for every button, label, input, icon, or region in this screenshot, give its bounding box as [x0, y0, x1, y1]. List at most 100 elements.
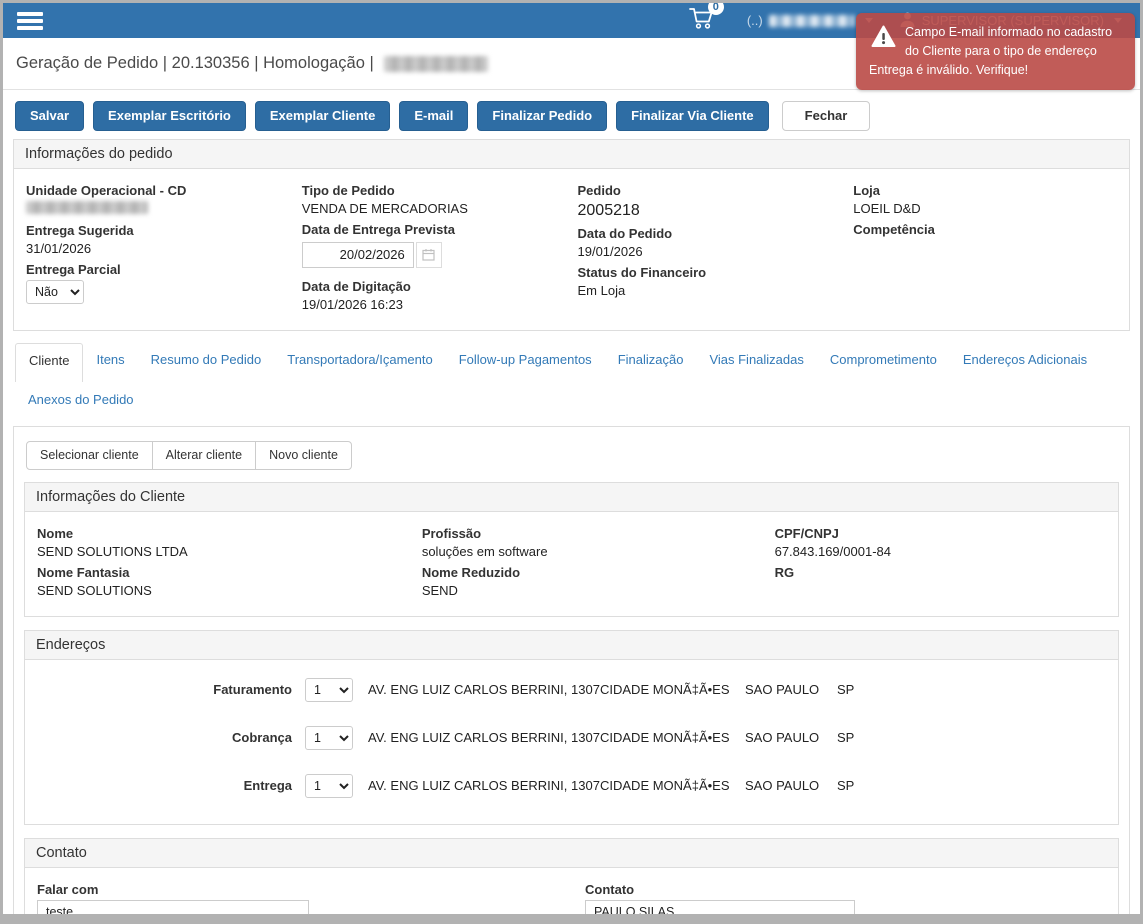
- fechar-button[interactable]: Fechar: [782, 101, 871, 131]
- enderecos-title: Endereços: [25, 631, 1118, 660]
- tab-finalizacao[interactable]: Finalização: [605, 343, 697, 377]
- cart-button[interactable]: 0: [688, 6, 715, 35]
- endereco-row-entrega: Entrega 1 AV. ENG LUIZ CARLOS BERRINI, 1…: [37, 774, 1106, 798]
- action-toolbar: Salvar Exemplar Escritório Exemplar Clie…: [15, 101, 1130, 131]
- competencia-value: [853, 240, 1117, 255]
- data-entrega-prevista-input[interactable]: [302, 242, 414, 268]
- unidade-operacional-label: Unidade Operacional - CD: [26, 183, 290, 198]
- data-entrega-prevista-label: Data de Entrega Prevista: [302, 222, 566, 237]
- contato-label: Contato: [585, 882, 1106, 897]
- salvar-button[interactable]: Salvar: [15, 101, 84, 131]
- client-info-title: Informações do Cliente: [25, 483, 1118, 512]
- client-info-col1: Nome SEND SOLUTIONS LTDA Nome Fantasia S…: [37, 520, 422, 604]
- finalizar-pedido-button[interactable]: Finalizar Pedido: [477, 101, 607, 131]
- entrega-district: SAO PAULO: [745, 778, 837, 793]
- rg-value: [775, 583, 1106, 598]
- page-title: Geração de Pedido | 20.130356 | Homologa…: [16, 54, 374, 73]
- entrega-parcial-select[interactable]: Não: [26, 280, 84, 304]
- novo-cliente-button[interactable]: Novo cliente: [255, 441, 352, 470]
- faturamento-street: AV. ENG LUIZ CARLOS BERRINI, 1307: [368, 682, 600, 697]
- tab-transportadora-icamento[interactable]: Transportadora/Içamento: [274, 343, 445, 377]
- alterar-cliente-button[interactable]: Alterar cliente: [152, 441, 256, 470]
- pedido-value: 2005218: [578, 202, 842, 220]
- faturamento-city: CIDADE MONÃ‡Ã•ES: [600, 682, 745, 697]
- entrega-city: CIDADE MONÃ‡Ã•ES: [600, 778, 745, 793]
- contato-input[interactable]: [585, 900, 855, 914]
- faturamento-address-select[interactable]: 1: [305, 678, 353, 702]
- order-info-body: Unidade Operacional - CD Entrega Sugerid…: [14, 169, 1129, 330]
- loja-value: LOEIL D&D: [853, 201, 1117, 216]
- order-info-title: Informações do pedido: [14, 140, 1129, 169]
- faturamento-state: SP: [837, 682, 854, 697]
- tab-cliente[interactable]: Cliente: [15, 343, 83, 382]
- client-info-section: Informações do Cliente Nome SEND SOLUTIO…: [24, 482, 1119, 617]
- toast-message: Campo E-mail informado no cadastro do Cl…: [869, 25, 1112, 77]
- order-info-col2: Tipo de Pedido VENDA DE MERCADORIAS Data…: [302, 177, 566, 318]
- nome-fantasia-label: Nome Fantasia: [37, 565, 422, 580]
- client-info-col2: Profissão soluções em software Nome Redu…: [422, 520, 775, 604]
- email-button[interactable]: E-mail: [399, 101, 468, 131]
- nome-label: Nome: [37, 526, 422, 541]
- enderecos-body: Faturamento 1 AV. ENG LUIZ CARLOS BERRIN…: [25, 660, 1118, 824]
- entrega-state: SP: [837, 778, 854, 793]
- finalizar-via-cliente-button[interactable]: Finalizar Via Cliente: [616, 101, 769, 131]
- contato-title: Contato: [25, 839, 1118, 868]
- cpf-cnpj-label: CPF/CNPJ: [775, 526, 1106, 541]
- tab-anexos-do-pedido[interactable]: Anexos do Pedido: [15, 383, 145, 416]
- tipo-pedido-value: VENDA DE MERCADORIAS: [302, 201, 566, 216]
- rg-label: RG: [775, 565, 1106, 580]
- exemplar-cliente-button[interactable]: Exemplar Cliente: [255, 101, 391, 131]
- selecionar-cliente-button[interactable]: Selecionar cliente: [26, 441, 153, 470]
- data-digitacao-label: Data de Digitação: [302, 279, 566, 294]
- tab-enderecos-adicionais[interactable]: Endereços Adicionais: [950, 343, 1100, 377]
- page-content: Salvar Exemplar Escritório Exemplar Clie…: [3, 90, 1140, 914]
- order-info-col4: Loja LOEIL D&D Competência: [853, 177, 1117, 318]
- tab-strip: Cliente Itens Resumo do Pedido Transport…: [13, 343, 1130, 416]
- cliente-tab-panel: Selecionar cliente Alterar cliente Novo …: [13, 426, 1130, 914]
- contato-body: Falar com Email de contato Código do paí…: [25, 868, 1118, 914]
- pedido-label: Pedido: [578, 183, 842, 198]
- tab-comprometimento[interactable]: Comprometimento: [817, 343, 950, 377]
- profissao-value: soluções em software: [422, 544, 775, 559]
- tab-follow-up-pagamentos[interactable]: Follow-up Pagamentos: [446, 343, 605, 377]
- falar-com-label: Falar com: [37, 882, 585, 897]
- cart-icon: [688, 17, 715, 34]
- data-pedido-label: Data do Pedido: [578, 226, 842, 241]
- nome-fantasia-value: SEND SOLUTIONS: [37, 583, 422, 598]
- data-pedido-value: 19/01/2026: [578, 244, 842, 259]
- profissao-label: Profissão: [422, 526, 775, 541]
- cobranca-state: SP: [837, 730, 854, 745]
- cpf-cnpj-value: 67.843.169/0001-84: [775, 544, 1106, 559]
- status-financeiro-value: Em Loja: [578, 283, 842, 298]
- cobranca-address-select[interactable]: 1: [305, 726, 353, 750]
- endereco-row-cobranca: Cobrança 1 AV. ENG LUIZ CARLOS BERRINI, …: [37, 726, 1106, 750]
- contato-section: Contato Falar com Email de contato Códig…: [24, 838, 1119, 914]
- entrega-parcial-field: Não: [26, 280, 290, 304]
- error-toast: Campo E-mail informado no cadastro do Cl…: [856, 13, 1135, 90]
- app-page: 0 (..) SUPERVISOR (SUPERVISOR): [3, 3, 1140, 914]
- tab-vias-finalizadas[interactable]: Vias Finalizadas: [696, 343, 816, 377]
- calendar-icon[interactable]: [416, 242, 442, 268]
- entrega-address-select[interactable]: 1: [305, 774, 353, 798]
- screen-frame: 0 (..) SUPERVISOR (SUPERVISOR): [0, 0, 1143, 924]
- unidade-operacional-value: [26, 201, 290, 217]
- menu-icon[interactable]: [17, 12, 43, 30]
- falar-com-input[interactable]: [37, 900, 309, 914]
- client-info-col3: CPF/CNPJ 67.843.169/0001-84 RG: [775, 520, 1106, 604]
- data-entrega-prevista-field: [302, 242, 442, 268]
- entrega-label: Entrega: [37, 778, 305, 793]
- faturamento-district: SAO PAULO: [745, 682, 837, 697]
- exemplar-escritorio-button[interactable]: Exemplar Escritório: [93, 101, 246, 131]
- tab-resumo-do-pedido[interactable]: Resumo do Pedido: [138, 343, 275, 377]
- tipo-pedido-label: Tipo de Pedido: [302, 183, 566, 198]
- redacted-unidade-value: [26, 201, 148, 214]
- endereco-row-faturamento: Faturamento 1 AV. ENG LUIZ CARLOS BERRIN…: [37, 678, 1106, 702]
- phone-menu[interactable]: (..): [747, 13, 873, 28]
- nome-reduzido-value: SEND: [422, 583, 775, 598]
- nome-value: SEND SOLUTIONS LTDA: [37, 544, 422, 559]
- status-financeiro-label: Status do Financeiro: [578, 265, 842, 280]
- order-info-col3: Pedido 2005218 Data do Pedido 19/01/2026…: [578, 177, 842, 318]
- order-info-col1: Unidade Operacional - CD Entrega Sugerid…: [26, 177, 290, 318]
- tab-itens[interactable]: Itens: [83, 343, 137, 377]
- cobranca-district: SAO PAULO: [745, 730, 837, 745]
